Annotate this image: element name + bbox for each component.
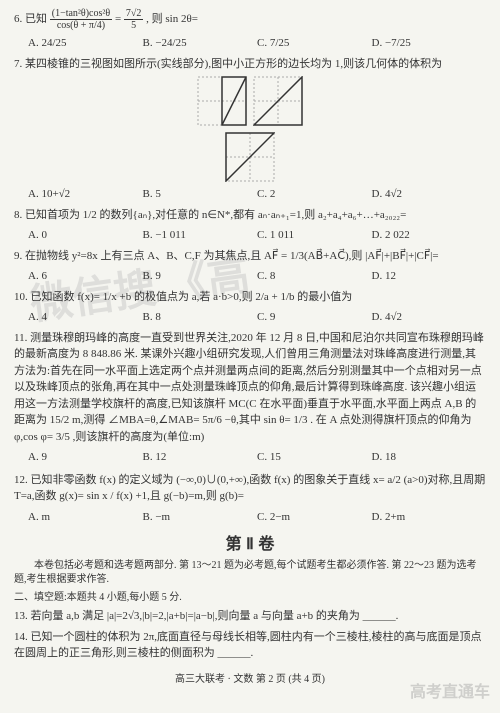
q10-opt-b: B. 8: [143, 309, 258, 326]
question-7: 7. 某四棱锥的三视图如图所示(实线部分),图中小正方形的边长均为 1,则该几何…: [14, 56, 486, 73]
q6-frac-top: (1−tan²θ)cos²θ: [50, 8, 112, 20]
q12-opt-d: D. 2+m: [372, 509, 487, 526]
q7-options: A. 10+√2 B. 5 C. 2 D. 4√2: [28, 186, 486, 203]
question-14: 14. 已知一个圆柱的体积为 2π,底面直径与母线长相等,圆柱内有一个三棱柱,棱…: [14, 629, 486, 662]
q7-view-side: [253, 76, 303, 126]
q11-stem: 测量珠穆朗玛峰的高度一直受到世界关注,2020 年 12 月 8 日,中国和尼泊…: [14, 332, 484, 443]
q9-opt-c: C. 8: [257, 268, 372, 285]
q9-options: A. 6 B. 9 C. 8 D. 12: [28, 268, 486, 285]
q6-eq: =: [115, 13, 124, 25]
q7-three-views: [175, 76, 325, 182]
q8-options: A. 0 B. −1 011 C. 1 011 D. 2 022: [28, 227, 486, 244]
q9-opt-b: B. 9: [143, 268, 258, 285]
q11-opt-b: B. 12: [143, 449, 258, 466]
q6-rhs-top: 7√2: [124, 8, 144, 20]
q7-view-front: [197, 76, 247, 126]
q6-frac-rhs: 7√2 5: [124, 8, 144, 31]
q9-opt-d: D. 12: [372, 268, 487, 285]
q12-options: A. m B. −m C. 2−m D. 2+m: [28, 509, 486, 528]
q8-opt-b: B. −1 011: [143, 227, 258, 244]
question-8: 8. 已知首项为 1/2 的数列{aₙ},对任意的 n∈N*,都有 aₙ·aₙ₊…: [14, 207, 486, 224]
q6-number: 6.: [14, 13, 22, 25]
q6-opt-a: A. 24/25: [28, 35, 143, 52]
q10-number: 10.: [14, 291, 28, 303]
q11-number: 11.: [14, 332, 27, 344]
q6-options: A. 24/25 B. −24/25 C. 7/25 D. −7/25: [28, 35, 486, 52]
q6-opt-c: C. 7/25: [257, 35, 372, 52]
section-2-title: 第 Ⅱ 卷: [14, 533, 486, 557]
q9-number: 9.: [14, 250, 22, 262]
q8-number: 8.: [14, 209, 22, 221]
section-2-subheading: 二、填空题:本题共 4 小题,每小题 5 分.: [14, 590, 486, 605]
question-9: 9. 在抛物线 y²=8x 上有三点 A、B、C,F 为其焦点,且 AF⃗ = …: [14, 248, 486, 265]
page-content: 6. 已知 (1−tan²θ)cos²θ cos(θ + π/4) = 7√2 …: [14, 8, 486, 687]
q6-rhs-bot: 5: [124, 20, 144, 31]
q6-stem-b: , 则 sin 2θ=: [146, 13, 198, 25]
q14-stem: 已知一个圆柱的体积为 2π,底面直径与母线长相等,圆柱内有一个三棱柱,棱柱的高与…: [14, 631, 482, 660]
q8-opt-d: D. 2 022: [372, 227, 487, 244]
question-6: 6. 已知 (1−tan²θ)cos²θ cos(θ + π/4) = 7√2 …: [14, 8, 486, 31]
q11-opt-a: A. 9: [28, 449, 143, 466]
q13-stem: 若向量 a,b 满足 |a|=2√3,|b|=2,|a+b|=|a−b|,则向量…: [31, 610, 399, 622]
q6-opt-b: B. −24/25: [143, 35, 258, 52]
q11-opt-c: C. 15: [257, 449, 372, 466]
page-footer: 高三大联考 · 文数 第 2 页 (共 4 页): [14, 672, 486, 687]
q9-opt-a: A. 6: [28, 268, 143, 285]
q10-stem: 已知函数 f(x)= 1/x +b 的极值点为 a,若 a·b>0,则 2/a …: [31, 291, 353, 303]
q12-opt-c: C. 2−m: [257, 509, 372, 526]
q6-stem-a: 已知: [25, 13, 50, 25]
section-2-instructions: 本卷包括必考题和选考题两部分. 第 13～21 题为必考题,每个试题考生都必须作…: [14, 559, 486, 587]
question-13: 13. 若向量 a,b 满足 |a|=2√3,|b|=2,|a+b|=|a−b|…: [14, 608, 486, 625]
q14-number: 14.: [14, 631, 28, 643]
q7-stem: 某四棱锥的三视图如图所示(实线部分),图中小正方形的边长均为 1,则该几何体的体…: [25, 58, 442, 70]
q6-opt-d: D. −7/25: [372, 35, 487, 52]
q12-opt-a: A. m: [28, 509, 143, 526]
q12-opt-b: B. −m: [143, 509, 258, 526]
question-11: 11. 测量珠穆朗玛峰的高度一直受到世界关注,2020 年 12 月 8 日,中…: [14, 330, 486, 446]
q12-number: 12.: [14, 474, 28, 486]
q6-frac-bot: cos(θ + π/4): [50, 20, 112, 31]
q8-opt-a: A. 0: [28, 227, 143, 244]
q7-opt-b: B. 5: [143, 186, 258, 203]
question-12: 12. 已知非零函数 f(x) 的定义域为 (−∞,0)∪(0,+∞),函数 f…: [14, 472, 486, 505]
q7-view-top: [225, 132, 275, 182]
q8-stem: 已知首项为 1/2 的数列{aₙ},对任意的 n∈N*,都有 aₙ·aₙ₊₁=1…: [25, 209, 406, 221]
q10-opt-a: A. 4: [28, 309, 143, 326]
q7-opt-d: D. 4√2: [372, 186, 487, 203]
q7-number: 7.: [14, 58, 22, 70]
q11-options: A. 9 B. 12 C. 15 D. 18: [28, 449, 486, 468]
q9-stem: 在抛物线 y²=8x 上有三点 A、B、C,F 为其焦点,且 AF⃗ = 1/3…: [25, 250, 439, 262]
q13-number: 13.: [14, 610, 28, 622]
q12-stem: 已知非零函数 f(x) 的定义域为 (−∞,0)∪(0,+∞),函数 f(x) …: [14, 474, 485, 503]
question-10: 10. 已知函数 f(x)= 1/x +b 的极值点为 a,若 a·b>0,则 …: [14, 289, 486, 306]
q10-opt-d: D. 4√2: [372, 309, 487, 326]
q8-opt-c: C. 1 011: [257, 227, 372, 244]
q6-frac-lhs: (1−tan²θ)cos²θ cos(θ + π/4): [50, 8, 112, 31]
q10-opt-c: C. 9: [257, 309, 372, 326]
q7-opt-a: A. 10+√2: [28, 186, 143, 203]
q7-opt-c: C. 2: [257, 186, 372, 203]
q11-opt-d: D. 18: [372, 449, 487, 466]
q10-options: A. 4 B. 8 C. 9 D. 4√2: [28, 309, 486, 326]
